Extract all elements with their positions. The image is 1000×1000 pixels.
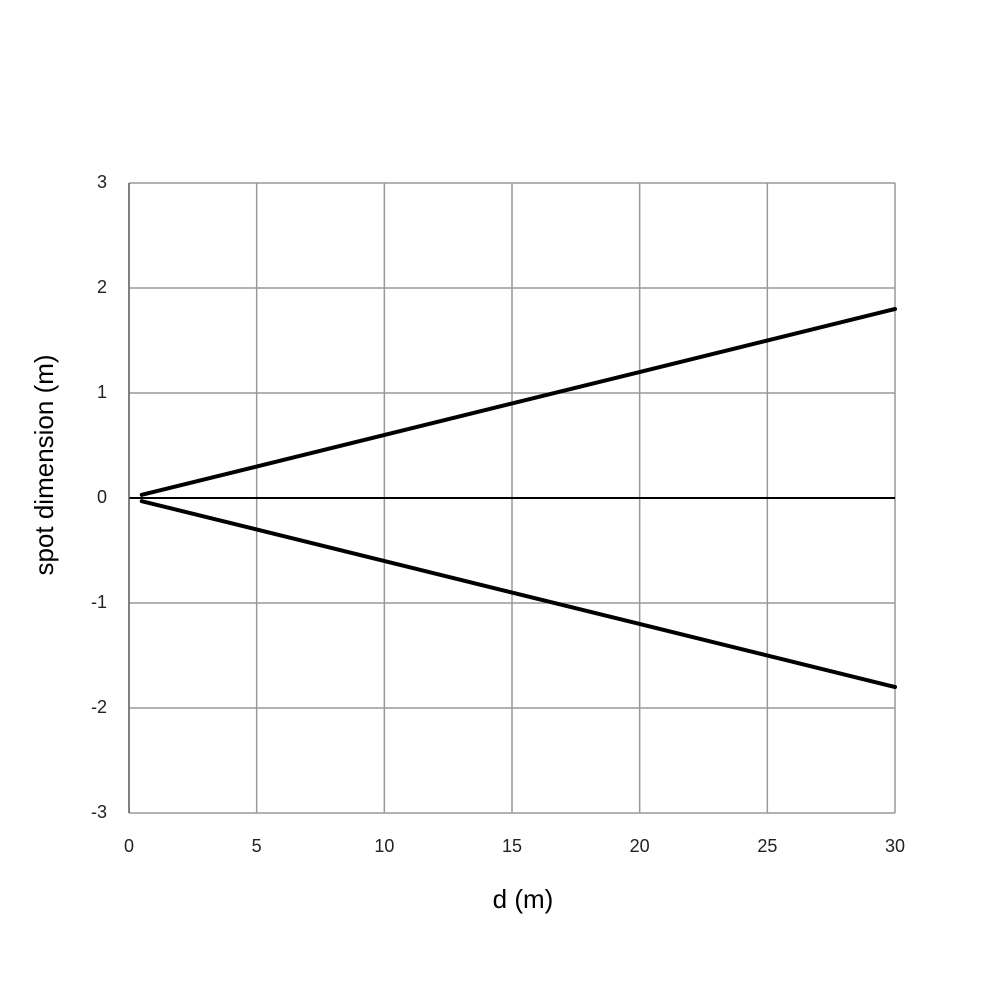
y-tick-label: 1: [97, 382, 107, 402]
y-tick-label: 2: [97, 277, 107, 297]
x-tick-label: 30: [885, 836, 905, 856]
y-tick-label: -2: [91, 697, 107, 717]
y-tick-label: -1: [91, 592, 107, 612]
x-tick-label: 20: [630, 836, 650, 856]
x-tick-label: 5: [252, 836, 262, 856]
y-tick-label: -3: [91, 802, 107, 822]
series-line: [139, 499, 897, 689]
x-tick-label: 25: [757, 836, 777, 856]
x-tick-label: 10: [374, 836, 394, 856]
x-tick-label: 15: [502, 836, 522, 856]
series-line: [139, 307, 897, 497]
x-axis-title: d (m): [493, 884, 554, 914]
y-tick-label: 3: [97, 172, 107, 192]
x-tick-label: 0: [124, 836, 134, 856]
y-axis-title: spot dimension (m): [29, 354, 59, 575]
y-tick-label: 0: [97, 487, 107, 507]
